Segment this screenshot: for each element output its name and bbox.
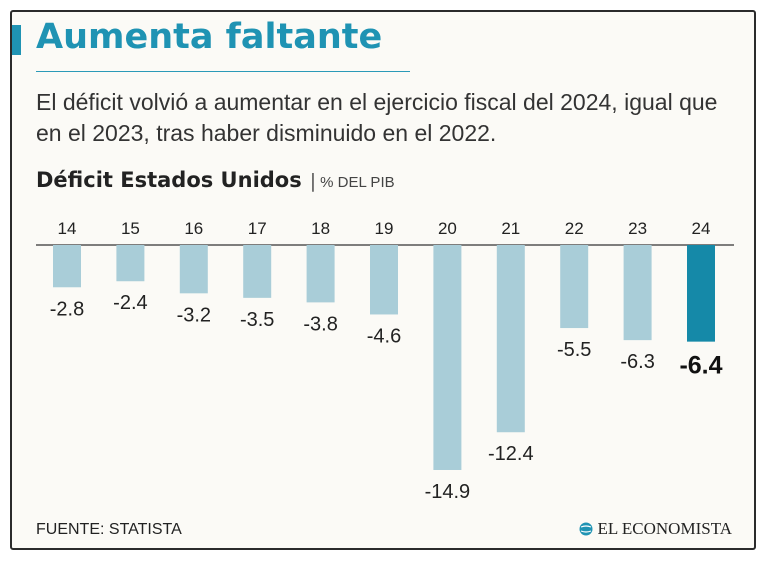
source-note: FUENTE: STATISTA [36, 521, 182, 538]
page-subtitle: El déficit volvió a aumentar en el ejerc… [36, 89, 718, 146]
data-label: -3.2 [177, 304, 211, 326]
data-label: -5.5 [557, 339, 591, 361]
brand-name: EL ECONOMISTA [597, 519, 732, 538]
data-label: -6.4 [679, 352, 722, 380]
category-label: 15 [121, 219, 140, 238]
data-label: -12.4 [488, 443, 534, 465]
title-underline [36, 71, 410, 72]
chart-heading: Déficit Estados Unidos |% DEL PIB [36, 168, 395, 192]
bar [623, 245, 652, 341]
chart-unit-label: % DEL PIB [320, 174, 395, 191]
page-title: Aumenta faltante [36, 17, 383, 57]
chart-heading-separator: | [309, 170, 317, 192]
category-label: 18 [311, 219, 330, 238]
data-label: -2.8 [50, 298, 84, 320]
category-label: 20 [438, 219, 457, 238]
chart-title: Déficit Estados Unidos [36, 168, 302, 192]
data-label: -6.3 [620, 351, 654, 373]
brand-logo: EL ECONOMISTA [579, 519, 732, 539]
category-label: 24 [692, 219, 711, 238]
category-label: 14 [58, 219, 77, 238]
category-label: 19 [375, 219, 394, 238]
bar [243, 245, 272, 298]
category-label: 17 [248, 219, 267, 238]
bar [370, 245, 398, 315]
bar [53, 245, 81, 288]
data-label: -3.8 [303, 313, 337, 335]
category-label: 21 [501, 219, 520, 238]
bar [560, 245, 589, 329]
data-label: -2.4 [113, 292, 147, 314]
bar [179, 245, 208, 294]
bar [306, 245, 335, 303]
data-label: -4.6 [367, 325, 401, 347]
category-label: 16 [184, 219, 203, 238]
bar-highlight [687, 245, 715, 342]
category-label: 23 [628, 219, 647, 238]
category-label: 22 [565, 219, 584, 238]
title-accent-bar [12, 25, 21, 55]
brand-globe-icon [579, 522, 593, 536]
bar [496, 245, 525, 433]
data-label: -3.5 [240, 309, 274, 331]
bar [433, 245, 462, 470]
data-label: -14.9 [425, 481, 471, 503]
bar [116, 245, 145, 282]
